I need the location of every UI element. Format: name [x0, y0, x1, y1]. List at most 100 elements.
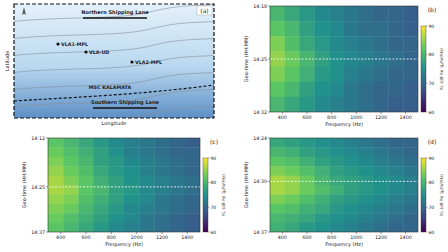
x-tick: [136, 232, 137, 234]
feature-label: VLA1-MPL: [61, 42, 88, 47]
x-tick-label: 1000: [350, 235, 362, 240]
cell: [329, 194, 344, 204]
cell: [285, 166, 300, 176]
contour: [14, 4, 214, 22]
colorbar-tick: [426, 54, 428, 55]
cell: [170, 213, 186, 223]
panel: 400600800100012001400Frequency (Hz)14:12…: [21, 136, 226, 248]
cell: [170, 138, 186, 148]
x-tick-label: 400: [56, 235, 65, 240]
axis-label: Geo-time (HH:MM): [243, 36, 249, 83]
cell: [139, 176, 155, 186]
cell: [124, 166, 140, 176]
cell: [359, 138, 374, 148]
cell: [270, 97, 285, 112]
cell: [185, 157, 200, 167]
cell: [329, 176, 344, 186]
cell: [388, 147, 403, 157]
cell: [344, 21, 359, 37]
cell: [185, 147, 200, 157]
cell: [124, 223, 140, 232]
cell: [109, 213, 125, 223]
cell: [63, 204, 79, 214]
cell: [270, 176, 285, 186]
sea: [14, 4, 214, 118]
colorbar-tick: [426, 182, 428, 183]
cell: [403, 138, 418, 148]
cell: [388, 82, 403, 98]
cell: [154, 157, 170, 167]
cell: [170, 185, 186, 195]
colorbar-tick: [426, 26, 428, 27]
cell: [124, 185, 140, 195]
cell: [139, 204, 155, 214]
cell: [170, 157, 186, 167]
cell: [359, 213, 374, 223]
cell: [314, 67, 329, 83]
cell: [344, 67, 359, 83]
cell: [285, 6, 300, 22]
colorbar: [421, 26, 426, 112]
cell: [109, 194, 125, 204]
cell: [285, 213, 300, 223]
y-tick-label: 14:30: [253, 179, 267, 184]
cell: [78, 147, 94, 157]
panel-label: (c): [210, 138, 218, 145]
cell: [154, 194, 170, 204]
y-tick: [268, 6, 270, 7]
axis-label: Frequency (Hz): [325, 121, 363, 128]
cell: [63, 194, 79, 204]
cell: [270, 147, 285, 157]
cell: [314, 194, 329, 204]
x-tick: [381, 112, 382, 114]
cell: [185, 213, 200, 223]
x-tick-label: 1000: [350, 115, 362, 120]
x-tick: [282, 112, 283, 114]
cell: [63, 185, 79, 195]
cell: [359, 204, 374, 214]
cell: [359, 82, 374, 98]
cell: [300, 36, 315, 52]
axis-label: Frequency (Hz): [325, 241, 363, 248]
cell: [63, 147, 79, 157]
cell: [285, 97, 300, 112]
y-tick-label: 14:37: [253, 230, 267, 235]
cell: [48, 185, 64, 195]
cell: [314, 157, 329, 167]
cell: [403, 194, 418, 204]
cell: [48, 166, 64, 176]
cell: [329, 185, 344, 195]
cell: [285, 21, 300, 37]
x-tick: [60, 232, 61, 234]
cell: [300, 138, 315, 148]
compass: [22, 7, 26, 15]
cell: [78, 176, 94, 186]
cell: [374, 176, 389, 186]
cell: [48, 147, 64, 157]
cell: [124, 157, 140, 167]
cell: [109, 204, 125, 214]
cell: [388, 6, 403, 22]
colorbar-label: RL (dB Re 1μPa²/Hz): [439, 48, 444, 90]
cell: [403, 147, 418, 157]
cell: [78, 166, 94, 176]
cell: [94, 194, 110, 204]
x-tick-label: 1200: [375, 235, 387, 240]
label-box: [197, 6, 212, 15]
colorbar-tick: [208, 158, 210, 159]
cell: [374, 36, 389, 52]
cell: [359, 157, 374, 167]
colorbar-tick: [426, 83, 428, 84]
y-tick: [268, 232, 270, 233]
cell: [139, 147, 155, 157]
cell: [154, 176, 170, 186]
cell: [270, 157, 285, 167]
cell: [63, 213, 79, 223]
cell: [285, 36, 300, 52]
cell: [109, 138, 125, 148]
cell: [388, 194, 403, 204]
cell: [359, 185, 374, 195]
cell: [94, 176, 110, 186]
cell: [300, 194, 315, 204]
x-tick-label: 1400: [400, 235, 412, 240]
